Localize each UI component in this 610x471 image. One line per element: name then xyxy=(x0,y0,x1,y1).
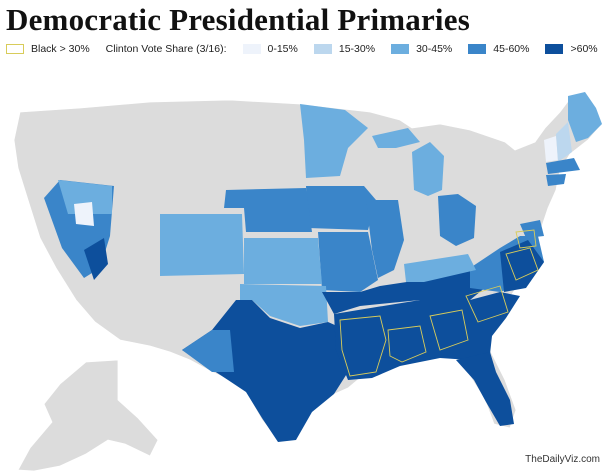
region-michigan-up xyxy=(372,128,420,148)
region-maryland xyxy=(520,220,544,238)
region-iowa xyxy=(306,186,376,230)
region-kentucky xyxy=(404,254,476,282)
legend-bin: >60% xyxy=(545,43,598,55)
region-texas-west xyxy=(182,330,234,372)
outline-virginia-belt xyxy=(515,229,537,249)
outline-carolina-belt xyxy=(465,285,509,323)
outline-mississippi-delta xyxy=(339,315,387,377)
legend-swatch xyxy=(545,44,564,54)
legend-bin: 30-45% xyxy=(391,43,452,55)
legend-bin-label: 45-60% xyxy=(493,43,530,55)
region-minnesota xyxy=(300,104,368,178)
region-nevada-south xyxy=(84,238,108,280)
region-oklahoma xyxy=(240,284,328,326)
legend-bin: 0-15% xyxy=(242,43,298,55)
region-ohio xyxy=(438,194,476,246)
region-colorado xyxy=(160,214,244,276)
region-michigan xyxy=(412,142,444,196)
legend-bin-label: 15-30% xyxy=(338,43,376,55)
region-massachusetts xyxy=(546,158,580,174)
region-maine xyxy=(568,92,602,142)
outline-alabama-belt xyxy=(387,325,427,363)
legend-bin-label: 30-45% xyxy=(416,43,453,55)
legend-swatch xyxy=(468,44,487,54)
legend-outline-item: Black > 30% xyxy=(6,43,90,55)
legend-swatch xyxy=(242,44,261,54)
alaska-shape xyxy=(17,359,159,471)
region-vermont xyxy=(544,136,558,162)
legend-outline-swatch xyxy=(6,44,24,54)
legend-outline-label: Black > 30% xyxy=(31,43,90,55)
region-new-hampshire xyxy=(556,122,572,162)
map-title: Democratic Presidential Primaries xyxy=(6,2,470,37)
legend-scale-label: Clinton Vote Share (3/16): xyxy=(105,43,227,55)
region-nevada-light xyxy=(74,202,94,226)
region-nevada-north xyxy=(58,180,112,214)
legend-bin: 45-60% xyxy=(468,43,529,55)
region-florida xyxy=(456,352,514,426)
legend-bin-label: >60% xyxy=(570,43,598,55)
region-nebraska xyxy=(224,188,312,232)
outline-georgia-belt xyxy=(429,309,469,351)
region-missouri xyxy=(318,232,378,292)
source-credit: TheDailyViz.com xyxy=(525,454,600,465)
legend-bin: 15-30% xyxy=(313,43,376,55)
vote-share-regions xyxy=(44,92,602,442)
legend: Black > 30% Clinton Vote Share (3/16): 0… xyxy=(6,42,598,56)
region-connecticut xyxy=(546,174,566,186)
region-illinois xyxy=(366,200,404,278)
outline-nc-belt xyxy=(505,247,539,281)
legend-swatch xyxy=(391,44,410,54)
legend-swatch xyxy=(313,44,332,54)
black-population-outlines xyxy=(339,229,539,377)
legend-bin-label: 0-15% xyxy=(267,43,298,55)
region-kansas xyxy=(244,238,322,284)
